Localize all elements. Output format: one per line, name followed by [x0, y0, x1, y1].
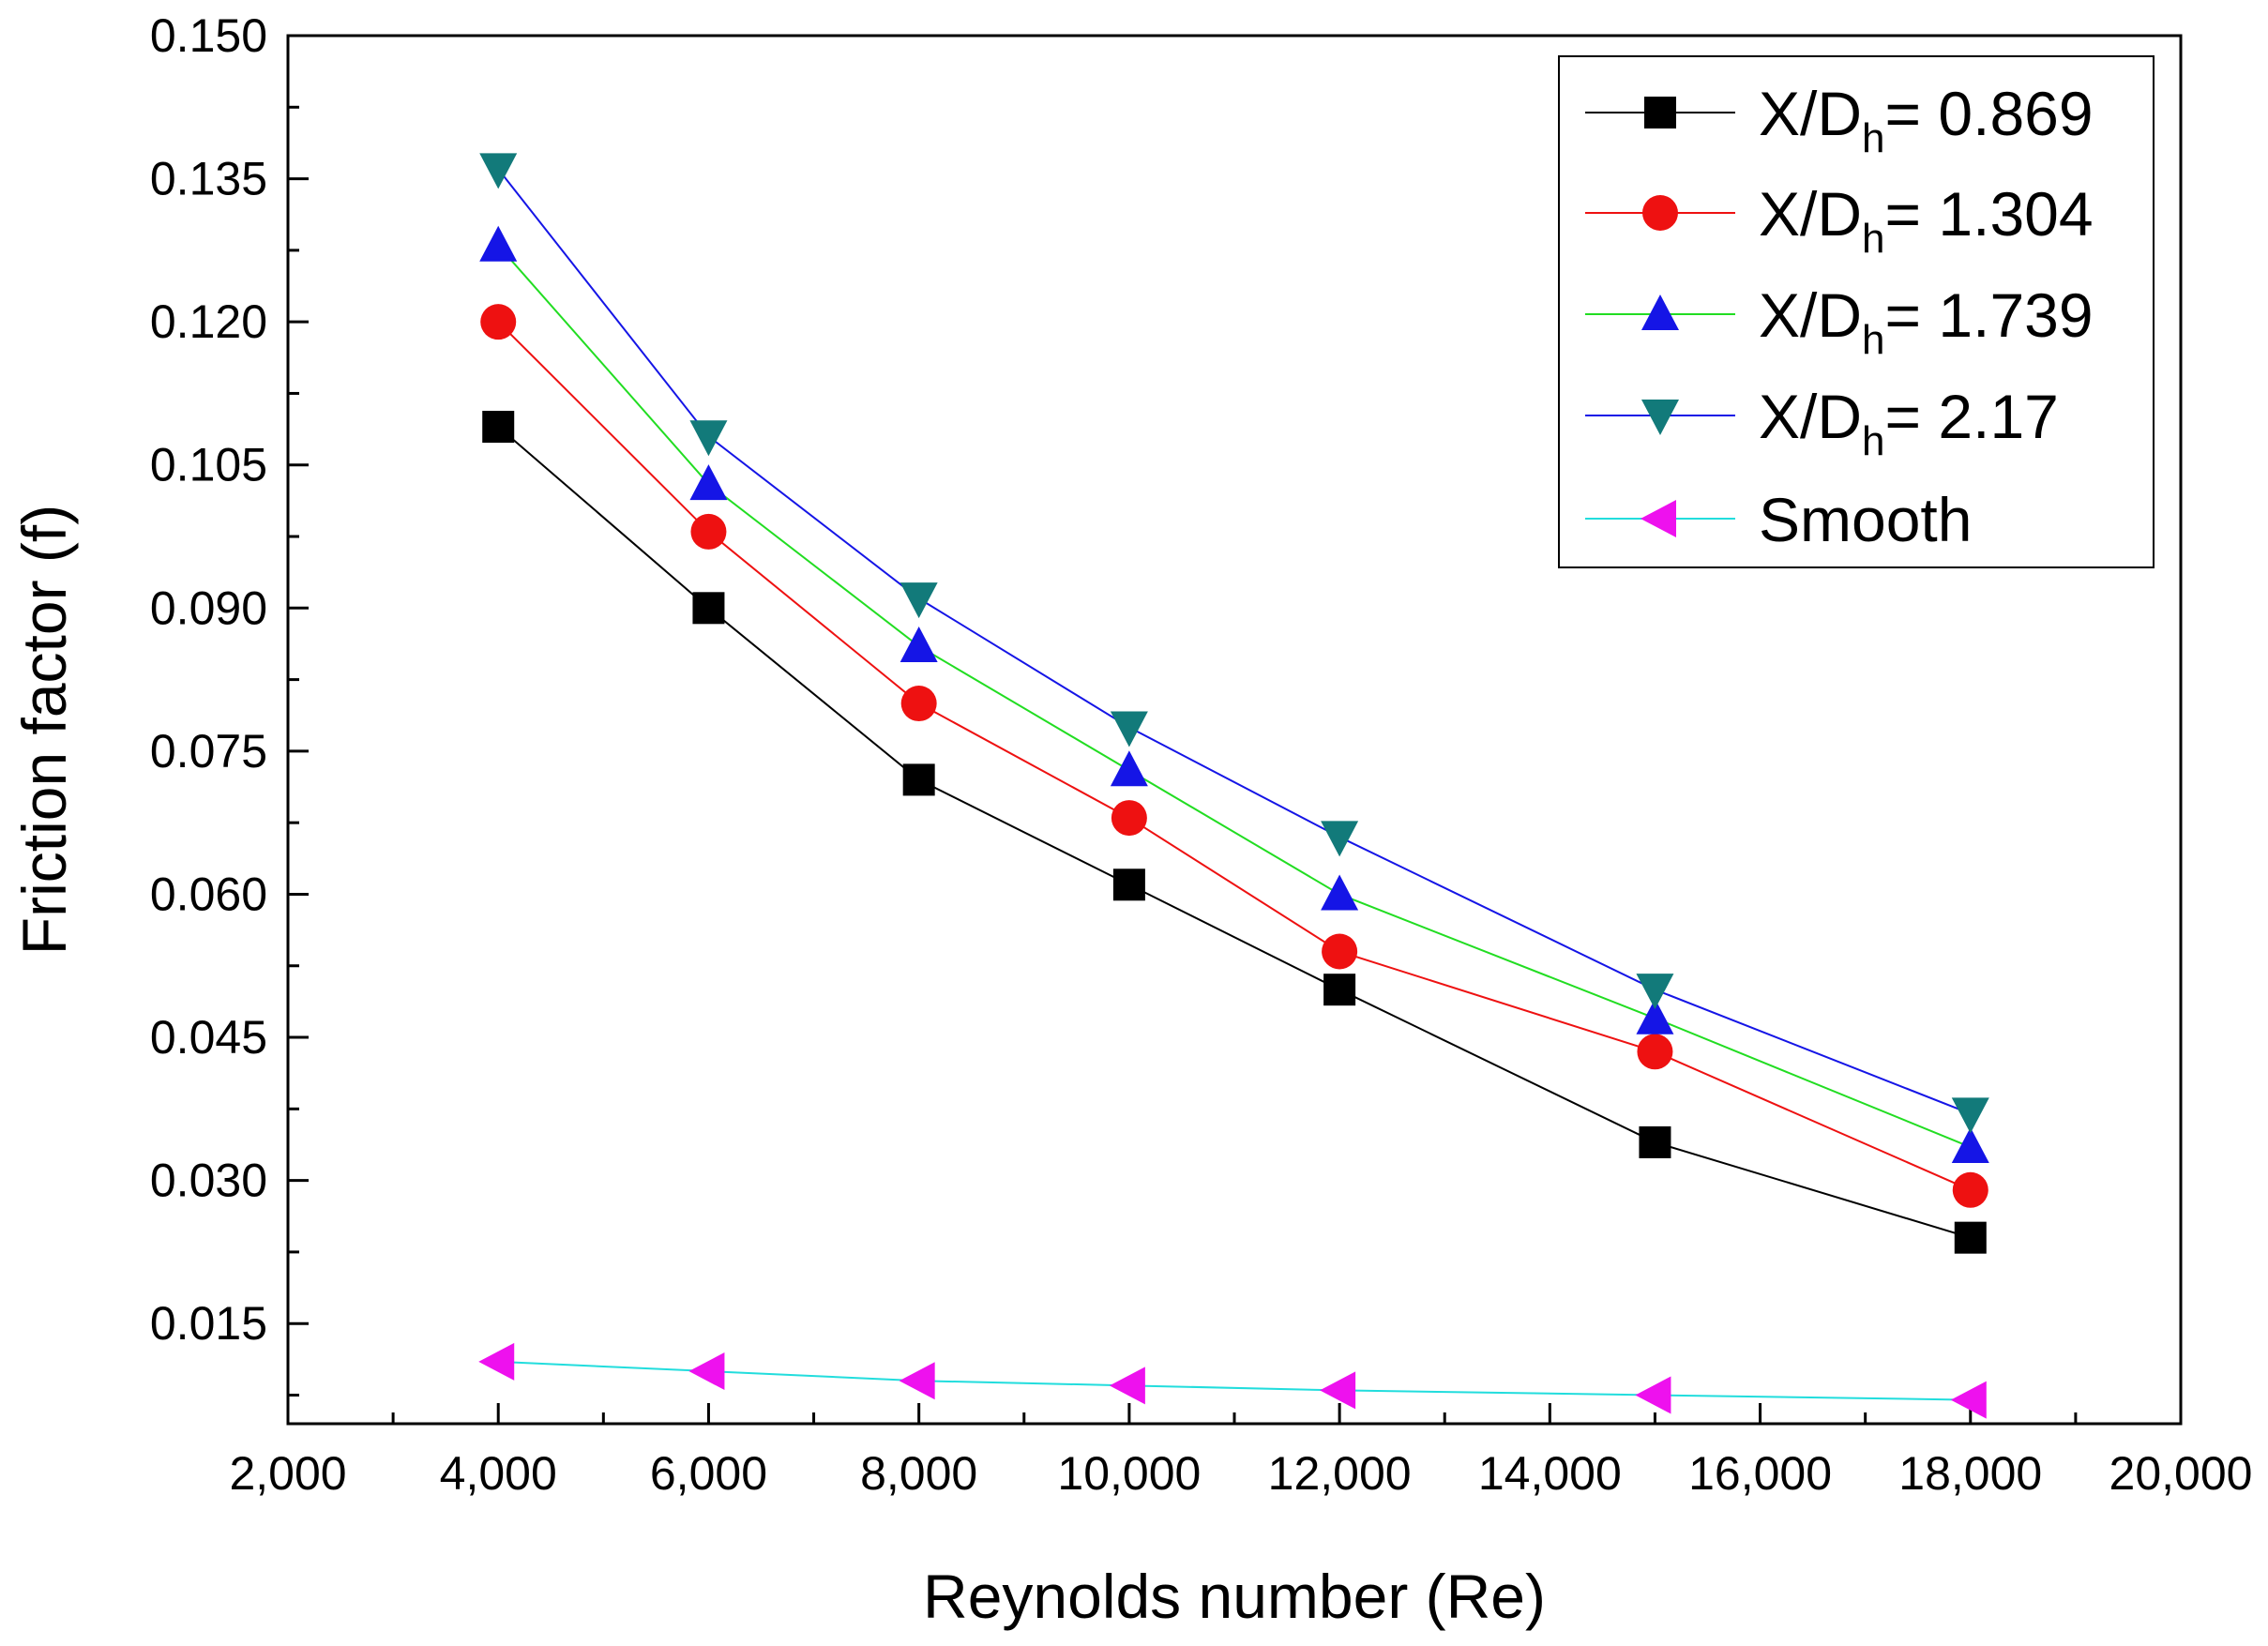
legend-label-sub: h [1862, 115, 1884, 161]
data-point [479, 153, 518, 189]
data-point [1950, 1381, 1987, 1419]
legend-label-rest: = 1.304 [1885, 179, 2094, 249]
y-tick-label: 0.015 [150, 1297, 267, 1350]
data-point [1111, 800, 1147, 837]
y-tick-label: 0.075 [150, 725, 267, 778]
x-tick-label: 12,000 [1268, 1447, 1412, 1500]
data-point [1110, 711, 1148, 747]
y-tick-label: 0.030 [150, 1155, 267, 1207]
data-point [1952, 1171, 1988, 1208]
legend-label-rest: = 0.869 [1885, 79, 2094, 148]
legend-label-sub: h [1862, 317, 1884, 363]
data-point [482, 411, 515, 444]
data-point [1639, 1125, 1671, 1158]
data-point [1954, 1221, 1987, 1254]
data-point [688, 1352, 725, 1391]
legend-label: Smooth [1759, 485, 1972, 554]
x-tick-label: 10,000 [1057, 1447, 1201, 1500]
x-tick-label: 16,000 [1688, 1447, 1832, 1500]
data-point [1637, 1034, 1673, 1070]
data-point [899, 1362, 935, 1400]
y-tick-label: 0.090 [150, 581, 267, 634]
y-axis-ticks: 0.015 0.030 0.045 0.060 0.075 0.090 0.105 0.120… [150, 9, 309, 1397]
data-point [689, 420, 728, 457]
x-tick-label: 14,000 [1478, 1447, 1622, 1500]
x-tick-label: 6,000 [650, 1447, 767, 1500]
data-point [1636, 974, 1674, 1010]
legend-marker [1644, 97, 1676, 128]
legend-label: X/Dh= 0.869 [1759, 79, 2094, 161]
data-point [478, 1342, 515, 1381]
x-tick-label: 8,000 [860, 1447, 977, 1500]
data-point [1321, 874, 1359, 911]
data-point [900, 626, 938, 662]
y-tick-label: 0.060 [150, 868, 267, 920]
series-markers [478, 153, 1989, 1419]
data-point [1635, 1376, 1671, 1414]
y-tick-label: 0.105 [150, 439, 267, 491]
data-point [902, 763, 935, 796]
legend-label: X/Dh= 1.739 [1759, 280, 2094, 363]
data-point [1322, 933, 1358, 970]
data-point [690, 513, 727, 550]
x-tick-label: 18,000 [1898, 1447, 2042, 1500]
legend-label-sub: h [1862, 216, 1884, 262]
data-point [1321, 821, 1359, 857]
legend-marker [1641, 500, 1676, 537]
legend-label-rest: = 2.17 [1885, 382, 2059, 451]
legend-label: X/Dh= 2.17 [1759, 382, 2059, 464]
x-axis-ticks: 2,000 4,000 6,000 8,000 10,000 12,000 14,000 16… [229, 1403, 2252, 1500]
legend-marker [1641, 400, 1679, 435]
data-point [1951, 1097, 1989, 1134]
data-point [480, 304, 517, 340]
legend-label: X/Dh= 1.304 [1759, 179, 2094, 262]
data-point [1320, 1371, 1356, 1410]
y-tick-label: 0.150 [150, 9, 267, 62]
x-tick-label: 20,000 [2109, 1447, 2253, 1500]
data-point [1323, 974, 1356, 1006]
legend-label-main: X/D [1759, 382, 1862, 451]
legend-marker [1642, 195, 1678, 231]
data-point [900, 686, 937, 722]
y-tick-label: 0.135 [150, 153, 267, 205]
data-point [900, 582, 938, 619]
x-axis-title: Reynolds number (Re) [923, 1562, 1546, 1631]
legend-label-main: Smooth [1759, 485, 1972, 554]
legend-label-sub: h [1862, 418, 1884, 464]
y-tick-label: 0.120 [150, 295, 267, 348]
y-tick-label: 0.045 [150, 1011, 267, 1064]
data-point [689, 464, 728, 501]
data-point [1110, 750, 1148, 787]
legend-label-main: X/D [1759, 280, 1862, 350]
data-point [1109, 1367, 1145, 1405]
data-point [479, 225, 518, 262]
data-point [1951, 1127, 1989, 1164]
x-tick-label: 4,000 [440, 1447, 557, 1500]
legend-label-rest: = 1.739 [1885, 280, 2094, 350]
y-axis-title: Friction factor (f) [9, 505, 79, 955]
data-point [692, 592, 725, 625]
legend-label-main: X/D [1759, 179, 1862, 249]
legend-label-main: X/D [1759, 79, 1862, 148]
data-point [1112, 868, 1145, 901]
x-tick-label: 2,000 [229, 1447, 346, 1500]
legend-marker [1641, 294, 1679, 330]
data-point [1636, 998, 1674, 1034]
